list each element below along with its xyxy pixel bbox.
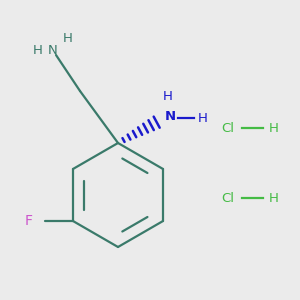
Text: H: H (33, 44, 43, 58)
Text: H: H (163, 91, 173, 103)
Text: N: N (48, 44, 58, 56)
Text: N: N (164, 110, 175, 124)
Text: F: F (25, 214, 33, 228)
Text: H: H (198, 112, 208, 124)
Text: H: H (269, 191, 279, 205)
Text: H: H (269, 122, 279, 134)
Text: H: H (63, 32, 73, 46)
Text: Cl: Cl (221, 191, 235, 205)
Text: Cl: Cl (221, 122, 235, 134)
